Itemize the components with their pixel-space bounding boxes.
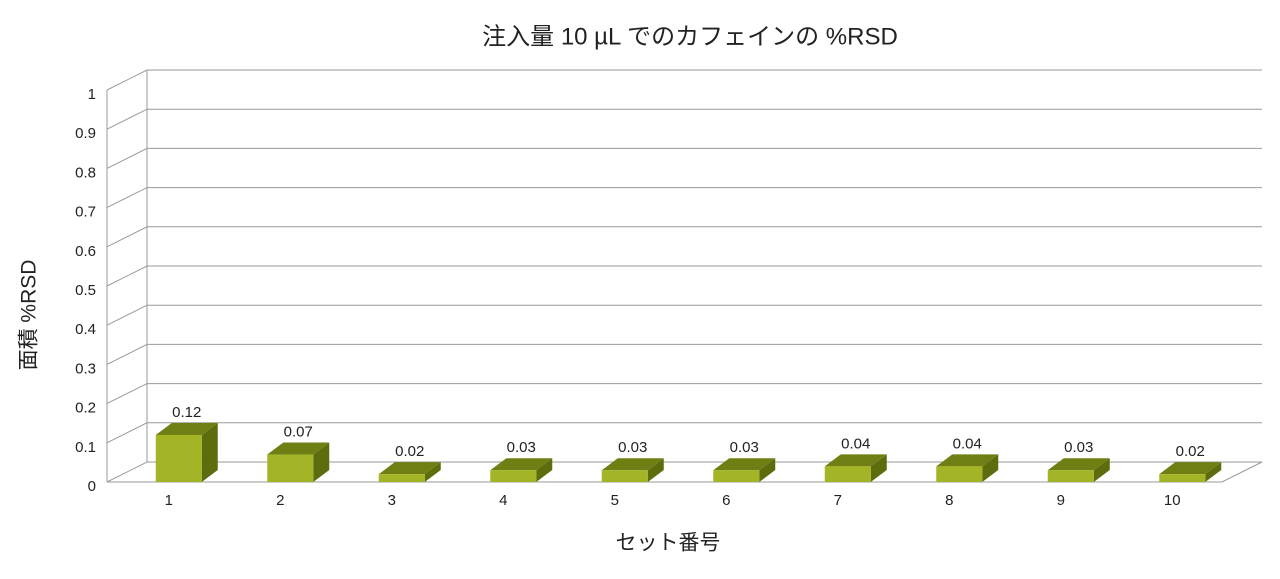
grid-line — [106, 383, 1262, 405]
y-tick-label: 0.7 — [75, 204, 96, 221]
grid-line — [106, 187, 1262, 209]
y-tick-label: 0.1 — [75, 439, 96, 456]
data-label: 0.03 — [1064, 439, 1093, 456]
x-tick-label: 8 — [945, 492, 953, 509]
bar — [1047, 470, 1094, 482]
y-tick-label: 0.2 — [75, 400, 96, 417]
x-tick-label: 5 — [611, 492, 619, 509]
grid-line — [106, 343, 1262, 365]
grid-line — [106, 226, 1262, 248]
x-tick-label: 2 — [276, 492, 284, 509]
grid-line — [106, 147, 1262, 169]
grid-line — [106, 108, 1262, 130]
bar-side — [313, 442, 330, 482]
bar-top — [936, 454, 999, 467]
bar-top — [1047, 458, 1110, 471]
x-tick-label: 9 — [1057, 492, 1065, 509]
y-tick-label: 0.6 — [75, 243, 96, 260]
bar — [155, 434, 202, 482]
bar-side — [201, 422, 218, 482]
bar-side — [536, 458, 553, 482]
y-tick-label: 0.5 — [75, 282, 96, 299]
bar — [378, 474, 425, 482]
y-tick-label: 0 — [88, 478, 96, 495]
y-tick-label: 1 — [88, 86, 96, 103]
grid-line — [106, 69, 1262, 91]
grid-line — [106, 265, 1262, 287]
bar — [824, 466, 871, 482]
data-label: 0.03 — [618, 439, 647, 456]
bar-top — [378, 462, 441, 475]
bar-top — [267, 442, 330, 455]
bar-top — [601, 458, 664, 471]
data-label: 0.03 — [507, 439, 536, 456]
bar-side — [1205, 462, 1222, 482]
bar — [490, 470, 537, 482]
bar-top — [713, 458, 776, 471]
bar-side — [982, 454, 999, 482]
bar — [713, 470, 760, 482]
data-label: 0.04 — [953, 435, 982, 452]
x-axis-title: セット番号 — [616, 532, 721, 555]
x-tick-label: 4 — [499, 492, 507, 509]
y-axis-title: 面積 %RSD — [18, 260, 41, 371]
bar-top — [824, 454, 887, 467]
bar-side — [870, 454, 887, 482]
data-label: 0.02 — [395, 443, 424, 460]
grid-line — [106, 304, 1262, 326]
y-tick-label: 0.8 — [75, 164, 96, 181]
bar — [1159, 474, 1206, 482]
chart-title: 注入量 10 µL でのカフェインの %RSD — [482, 23, 898, 50]
data-label: 0.04 — [841, 435, 870, 452]
x-tick-label: 10 — [1164, 492, 1181, 509]
data-label: 0.02 — [1176, 443, 1205, 460]
floor — [107, 461, 1263, 483]
x-tick-label: 6 — [722, 492, 730, 509]
bar-top — [155, 422, 218, 435]
bar — [936, 466, 983, 482]
bar-top — [1159, 462, 1222, 475]
data-label: 0.07 — [284, 424, 313, 441]
bar-side — [424, 462, 441, 482]
y-tick-label: 0.4 — [75, 321, 96, 338]
bar — [601, 470, 648, 482]
bar-side — [1093, 458, 1110, 482]
x-tick-label: 3 — [388, 492, 396, 509]
bar — [267, 454, 314, 482]
x-tick-label: 1 — [165, 492, 173, 509]
x-tick-label: 7 — [834, 492, 842, 509]
bar-top — [490, 458, 553, 471]
data-label: 0.12 — [172, 404, 201, 421]
bar-side — [759, 458, 776, 482]
bar-side — [647, 458, 664, 482]
data-label: 0.03 — [730, 439, 759, 456]
y-tick-label: 0.9 — [75, 125, 96, 142]
y-tick-label: 0.3 — [75, 360, 96, 377]
